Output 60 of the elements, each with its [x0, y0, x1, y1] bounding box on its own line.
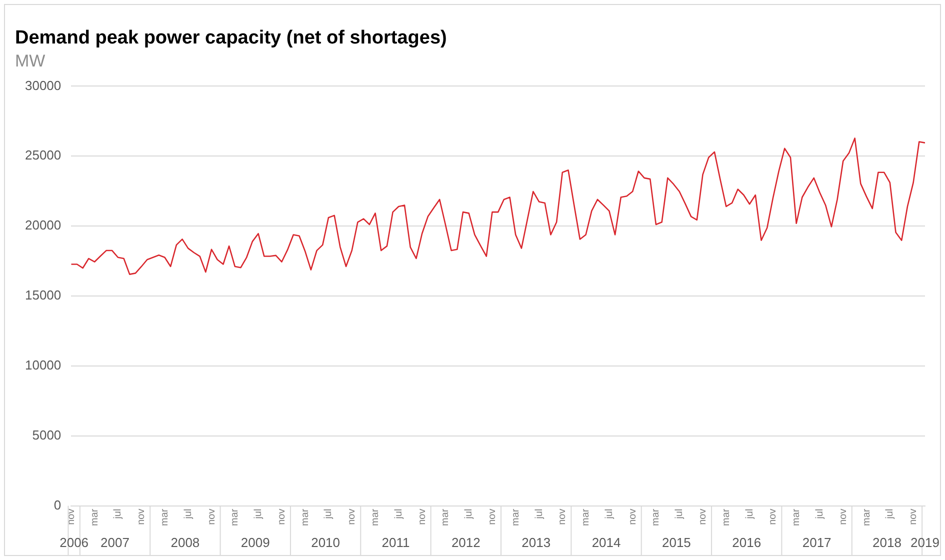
x-tick-label: jul	[744, 508, 756, 520]
x-tick-label: mar	[370, 508, 382, 526]
x-tick-label: nov	[698, 508, 709, 525]
x-tick-label: jul	[534, 508, 545, 520]
x-tick-label: jul	[112, 508, 124, 520]
x-tick-label: mar	[159, 508, 170, 526]
chart-subtitle: MW	[15, 52, 46, 71]
x-tick-label: nov	[136, 508, 148, 525]
text: 2015	[662, 535, 691, 550]
x-tick-label: jul	[464, 508, 475, 520]
x-tick-label: mar	[861, 508, 872, 526]
x-tick-label: mar	[650, 508, 662, 526]
text: 2007	[100, 535, 130, 550]
y-tick-label: 30000	[24, 78, 62, 93]
x-tick-label: mar	[580, 508, 592, 526]
x-tick-label: nov	[838, 508, 849, 525]
text: 2012	[451, 535, 480, 550]
x-tick-label: jul	[393, 508, 404, 520]
x-tick-label: mar	[510, 508, 522, 526]
text: 2013	[522, 535, 551, 550]
x-tick-label: jul	[604, 508, 615, 520]
y-tick-label: 10000	[24, 357, 62, 372]
x-tick-label: mar	[89, 508, 100, 526]
x-tick-label: nov	[627, 508, 638, 525]
text: 2019	[910, 535, 940, 550]
x-tick-label: jul	[884, 508, 896, 520]
text: 2008	[170, 535, 200, 550]
text: 2006	[60, 535, 89, 550]
x-tick-label: mar	[720, 508, 732, 526]
y-tick-label: 15000	[24, 288, 62, 303]
y-tick-label: 5000	[32, 427, 62, 442]
x-tick-label: jul	[814, 508, 826, 520]
x-tick-label: nov	[908, 508, 920, 525]
x-tick-label: nov	[416, 508, 428, 525]
x-tick-label: jul	[323, 508, 334, 520]
x-tick-label: mar	[300, 508, 311, 526]
y-tick-label: 25000	[24, 148, 62, 163]
x-tick-label: nov	[768, 508, 779, 525]
y-tick-label: 20000	[24, 218, 62, 233]
x-tick-label: nov	[66, 508, 77, 525]
x-tick-label: nov	[276, 508, 288, 525]
x-tick-label: nov	[557, 508, 568, 525]
text: 2011	[382, 535, 410, 550]
x-tick-label: jul	[253, 508, 264, 520]
x-tick-label: mar	[230, 508, 241, 526]
x-tick-label: nov	[486, 508, 498, 525]
x-tick-label: mar	[440, 508, 452, 526]
text: 2009	[240, 535, 270, 550]
x-tick-label: nov	[206, 508, 218, 525]
text: 2010	[311, 535, 340, 550]
x-tick-label: jul	[674, 508, 686, 520]
text: 2018	[872, 535, 902, 550]
x-tick-label: jul	[182, 508, 194, 520]
text: 2016	[732, 535, 762, 550]
x-tick-label: mar	[791, 508, 802, 526]
text: 2017	[802, 535, 832, 550]
text: 2014	[592, 535, 621, 550]
x-tick-label: nov	[346, 508, 358, 525]
chart-title: Demand peak power capacity (net of shortages)	[15, 28, 447, 49]
y-tick-label: 0	[54, 497, 62, 512]
